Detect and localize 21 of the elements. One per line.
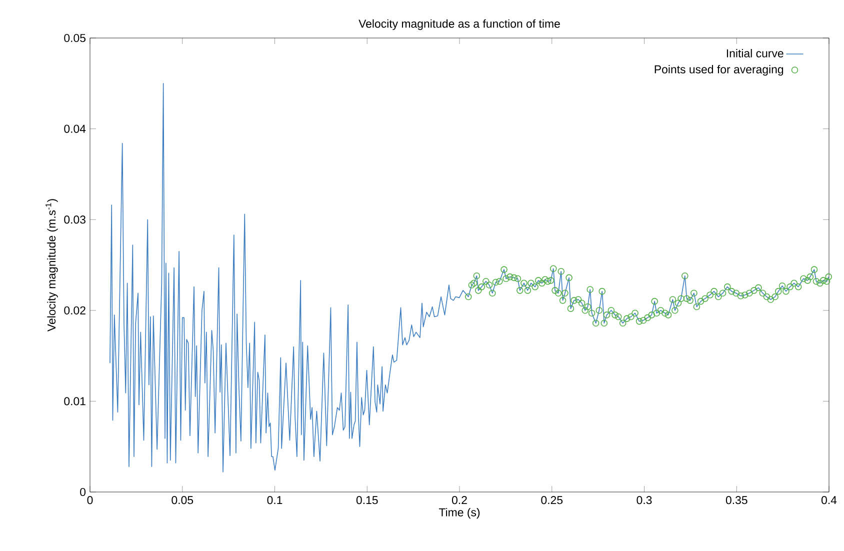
x-tick-label: 0.25 xyxy=(541,496,563,504)
x-tick-label: 0.35 xyxy=(726,496,748,504)
x-tick-label: 0.2 xyxy=(452,496,467,504)
x-axis-title: Time (s) xyxy=(438,508,480,519)
x-tick-label: 0.1 xyxy=(267,496,282,504)
legend-label: Points used for averaging xyxy=(654,65,784,76)
y-axis-title: Velocity magnitude (m.s$^{-1}$) xyxy=(46,199,58,332)
y-tick-label: 0.04 xyxy=(64,124,86,133)
x-tick-label: 0.3 xyxy=(636,496,652,504)
y-tick-label: 0 xyxy=(80,488,86,496)
x-tick-label: 0 xyxy=(87,496,93,504)
y-tick-label: 0.05 xyxy=(64,34,86,42)
x-tick-label: 0.4 xyxy=(821,496,837,504)
y-tick-label: 0.03 xyxy=(64,216,86,224)
x-tick-label: 0.15 xyxy=(356,496,378,504)
legend-label: Initial curve xyxy=(726,49,784,58)
chart-title: Velocity magnitude as a function of time xyxy=(358,19,560,30)
x-tick-label: 0.05 xyxy=(172,496,194,504)
y-tick-label: 0.01 xyxy=(64,397,86,406)
y-tick-label: 0.02 xyxy=(64,306,86,314)
line-series xyxy=(110,83,830,472)
